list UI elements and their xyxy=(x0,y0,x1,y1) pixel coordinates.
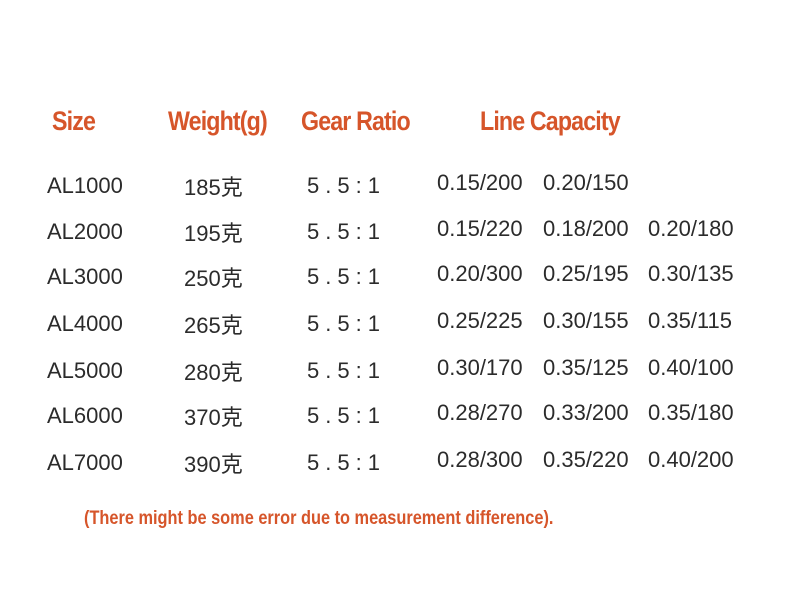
ratio-cell: 5.5:1 xyxy=(307,358,386,383)
size-cell: AL6000 xyxy=(47,403,123,428)
capacity-cell: 0.28/300 xyxy=(437,447,523,472)
ratio-cell: 5.5:1 xyxy=(307,264,386,289)
ratio-cell: 5.5:1 xyxy=(307,450,386,475)
capacity-cell: 0.15/200 xyxy=(437,170,523,195)
weight-cell: 370克 xyxy=(184,405,243,430)
capacity-cell: 0.33/200 xyxy=(543,400,629,425)
capacity-cell: 0.28/270 xyxy=(437,400,523,425)
capacity-cell: 0.30/155 xyxy=(543,308,629,333)
column-header: Line Capacity xyxy=(480,106,621,136)
weight-cell: 390克 xyxy=(184,452,243,477)
size-cell: AL1000 xyxy=(47,173,123,198)
capacity-cell: 0.40/200 xyxy=(648,447,734,472)
note: (There might be some error due to measur… xyxy=(84,508,554,529)
capacity-cell: 0.20/180 xyxy=(648,216,734,241)
weight-cell: 195克 xyxy=(184,221,243,246)
size-cell: AL3000 xyxy=(47,264,123,289)
capacity-cell: 0.25/225 xyxy=(437,308,523,333)
size-cell: AL7000 xyxy=(47,450,123,475)
size-cell: AL4000 xyxy=(47,311,123,336)
ratio-cell: 5.5:1 xyxy=(307,219,386,244)
capacity-cell: 0.20/300 xyxy=(437,261,523,286)
weight-cell: 265克 xyxy=(184,313,243,338)
column-header: Size xyxy=(52,106,96,136)
column-header: Gear Ratio xyxy=(301,106,411,136)
capacity-cell: 0.35/180 xyxy=(648,400,734,425)
capacity-cell: 0.35/115 xyxy=(648,308,733,333)
weight-cell: 280克 xyxy=(184,360,243,385)
capacity-cell: 0.35/220 xyxy=(543,447,629,472)
capacity-cell: 0.20/150 xyxy=(543,170,629,195)
ratio-cell: 5.5:1 xyxy=(307,311,386,336)
weight-cell: 185克 xyxy=(184,175,243,200)
capacity-cell: 0.40/100 xyxy=(648,355,734,380)
size-cell: AL5000 xyxy=(47,358,123,383)
capacity-cell: 0.30/135 xyxy=(648,261,734,286)
column-header: Weight(g) xyxy=(168,106,268,136)
ratio-cell: 5.5:1 xyxy=(307,173,386,198)
size-cell: AL2000 xyxy=(47,219,123,244)
capacity-cell: 0.30/170 xyxy=(437,355,523,380)
capacity-cell: 0.35/125 xyxy=(543,355,629,380)
weight-cell: 250克 xyxy=(184,266,243,291)
capacity-cell: 0.18/200 xyxy=(543,216,629,241)
capacity-cell: 0.15/220 xyxy=(437,216,523,241)
capacity-cell: 0.25/195 xyxy=(543,261,629,286)
ratio-cell: 5.5:1 xyxy=(307,403,386,428)
